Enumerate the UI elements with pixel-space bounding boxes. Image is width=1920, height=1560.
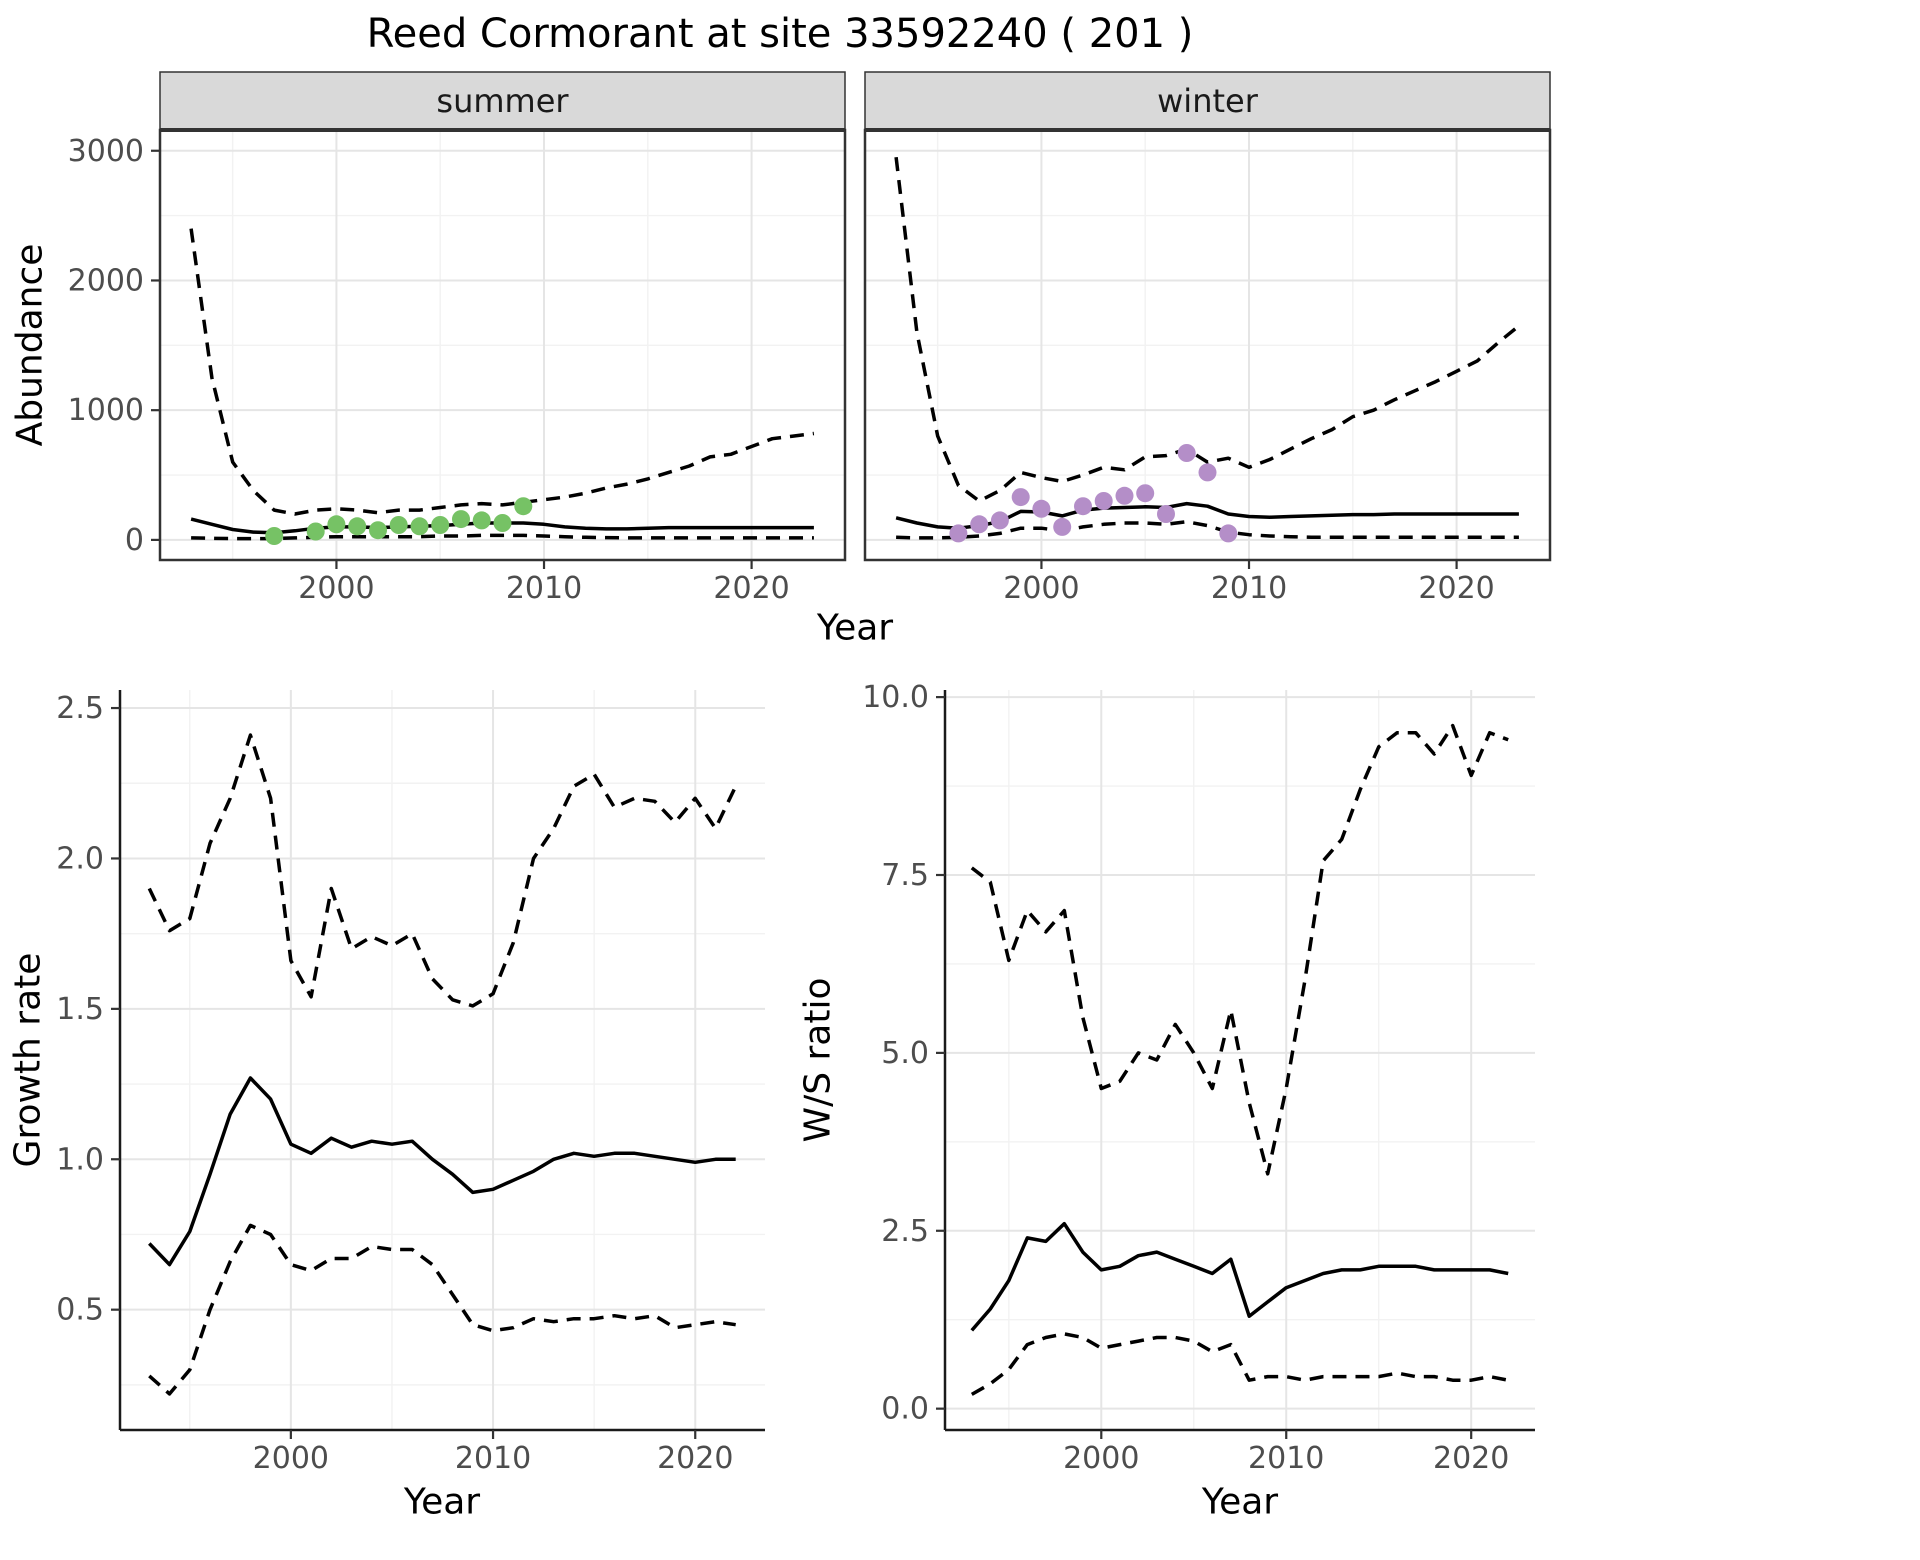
facet-strip xyxy=(864,71,1551,131)
observation-point xyxy=(1198,463,1217,482)
x-tick-label: 2000 xyxy=(1003,571,1079,606)
observation-point xyxy=(1074,497,1092,516)
series-lower-ci xyxy=(148,1223,736,1396)
observation-point xyxy=(389,516,408,534)
observation-point xyxy=(949,524,968,543)
observation-point xyxy=(265,527,284,545)
y-tick-label: 10.0 xyxy=(862,680,929,715)
y-tick-label: 0.0 xyxy=(881,1392,929,1427)
observation-point xyxy=(1053,517,1072,536)
x-tick-label: 2000 xyxy=(1063,1441,1139,1476)
y-tick-label: 0.5 xyxy=(56,1293,104,1328)
y-tick-label: 2.5 xyxy=(56,691,104,726)
chart-abundance-summer: 2000 2010 2020 0 1000 2000 3000 summer xyxy=(68,71,847,606)
x-tick-label: 2000 xyxy=(253,1441,329,1476)
y-tick-label: 3000 xyxy=(68,134,144,169)
facet-strip xyxy=(159,71,846,131)
series-upper-ci xyxy=(894,156,1520,503)
y-tick-label: 7.5 xyxy=(881,858,929,893)
observation-point xyxy=(1094,492,1113,510)
observation-point xyxy=(410,517,429,536)
series-fit xyxy=(148,1076,736,1267)
x-tick-label: 2020 xyxy=(1433,1441,1509,1476)
observation-point xyxy=(1219,524,1238,543)
observation-point xyxy=(452,510,470,529)
y-tick-label: 2000 xyxy=(68,263,144,298)
observation-point xyxy=(990,511,1009,530)
observation-point xyxy=(514,497,533,516)
series-fit xyxy=(970,1221,1509,1332)
y-tick-label: 1.5 xyxy=(56,992,104,1027)
x-tick-label: 2020 xyxy=(713,571,789,606)
y-tick-label: 1.0 xyxy=(56,1142,104,1177)
figure-title: Reed Cormorant at site 33592240 ( 201 ) xyxy=(366,11,1194,57)
series-lower-ci xyxy=(896,519,1519,540)
x-tick-label: 2010 xyxy=(506,571,582,606)
series-upper-ci xyxy=(189,228,815,516)
x-tick-label: 2020 xyxy=(1418,571,1494,606)
y-tick-label: 0 xyxy=(125,523,144,558)
observation-point xyxy=(369,521,387,540)
x-tick-label: 2010 xyxy=(1248,1441,1324,1476)
y-tick-label: 2.5 xyxy=(881,1214,929,1249)
series-upper-ci xyxy=(970,723,1509,1176)
facet-strip-label: summer xyxy=(436,82,569,120)
observation-point xyxy=(970,515,989,534)
chart-ws-ratio: 2000 2010 2020 0.0 2.5 5.0 7.5 10.0 xyxy=(862,680,1535,1476)
observation-point xyxy=(1115,486,1134,505)
observation-point xyxy=(1032,499,1051,518)
observation-point xyxy=(1136,484,1155,503)
y-tick-label: 1000 xyxy=(68,393,144,428)
x-tick-label: 2010 xyxy=(1211,571,1287,606)
series-lower-ci xyxy=(191,533,814,541)
panel-background xyxy=(120,690,765,1430)
y-tick-label: 5.0 xyxy=(881,1036,929,1071)
chart-abundance-winter: 2000 2010 2020 winter xyxy=(863,71,1552,606)
observation-point xyxy=(431,516,450,534)
x-tick-label: 2010 xyxy=(455,1441,531,1476)
series-lower-ci xyxy=(970,1332,1509,1396)
year-axis-label-growth: Year xyxy=(403,1481,481,1523)
observation-point xyxy=(1157,505,1175,523)
observation-point xyxy=(306,522,325,541)
observation-point xyxy=(348,517,367,536)
observation-point xyxy=(327,515,346,534)
x-tick-label: 2000 xyxy=(298,571,374,606)
observation-point xyxy=(1177,444,1196,462)
chart-growth-rate: 2000 2010 2020 0.5 1.0 1.5 2.0 2.5 xyxy=(56,690,765,1476)
year-axis-label-ws: Year xyxy=(1201,1481,1279,1523)
x-tick-label: 2020 xyxy=(657,1441,733,1476)
y-tick-label: 2.0 xyxy=(56,841,104,876)
observation-point xyxy=(1011,488,1030,507)
observation-point xyxy=(472,511,491,530)
facet-strip-label: winter xyxy=(1157,82,1259,120)
observation-point xyxy=(493,514,512,532)
year-axis-label-top: Year xyxy=(816,607,894,649)
